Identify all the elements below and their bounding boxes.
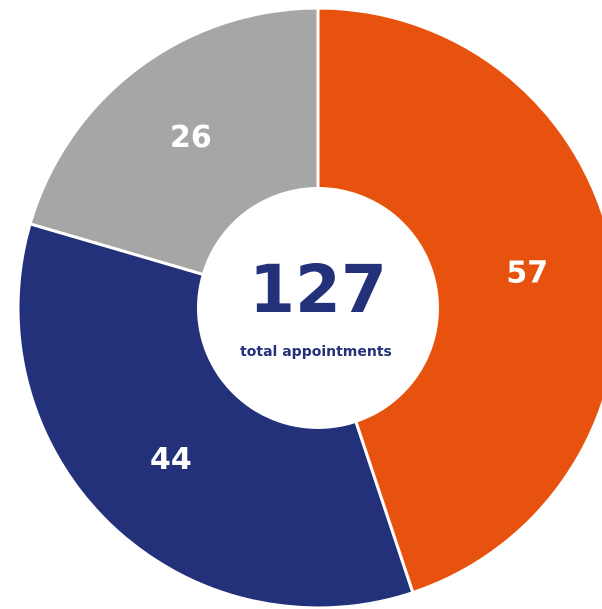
data-label: 26 [170,120,212,155]
data-label: 44 [150,442,192,477]
slice [316,6,602,595]
center-label: total appointments [240,344,392,360]
donut-hole [197,187,439,429]
center-value: 127 [249,251,387,328]
data-label: 57 [506,256,548,291]
